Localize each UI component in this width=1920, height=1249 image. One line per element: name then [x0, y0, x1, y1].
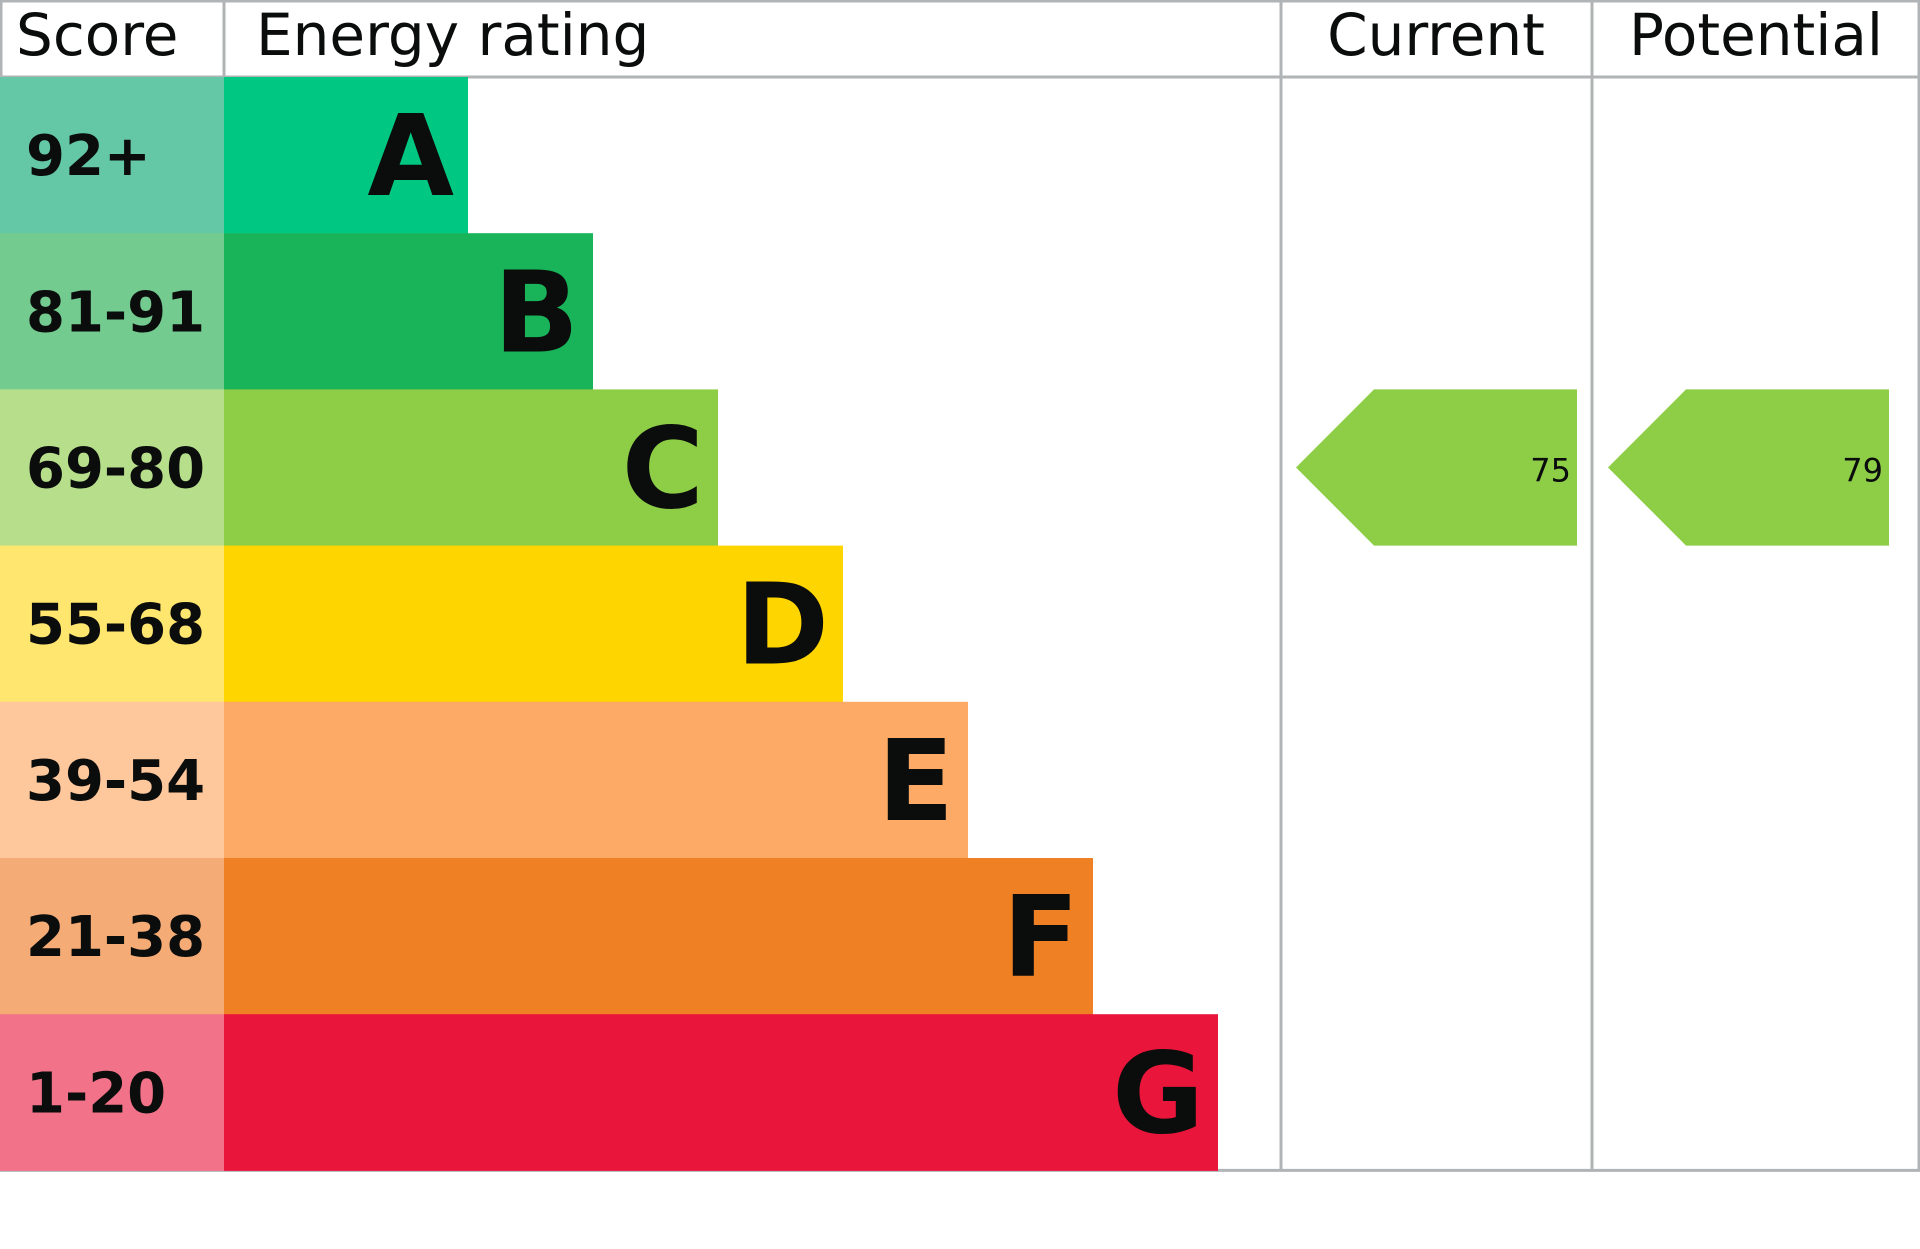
band-letter-e: E	[877, 717, 954, 847]
band-letter-f: F	[1002, 873, 1079, 1003]
band-bar-f	[224, 858, 1093, 1015]
band-bar-g	[224, 1014, 1218, 1171]
score-cell-c	[0, 389, 224, 547]
band-letter-a: A	[367, 92, 454, 222]
score-cell-g	[0, 1014, 224, 1171]
score-cell-a	[0, 77, 224, 234]
current-rating-value: 75	[1530, 452, 1571, 490]
header-energy-rating: Energy rating	[256, 1, 649, 69]
rating-arrows: 75 79	[1296, 389, 1889, 546]
header-current: Current	[1327, 1, 1545, 69]
score-range-f: 21-38	[26, 905, 205, 970]
header-potential: Potential	[1629, 1, 1883, 69]
band-bar-c	[224, 389, 718, 547]
score-range-e: 39-54	[26, 749, 205, 814]
header-score: Score	[16, 1, 178, 69]
band-bar-a	[224, 77, 468, 234]
band-letter-g: G	[1112, 1029, 1204, 1159]
score-range-c: 69-80	[26, 437, 205, 502]
band-bar-b	[224, 233, 593, 390]
score-cell-b	[0, 233, 224, 390]
band-bar-e	[224, 701, 968, 859]
score-cell-d	[0, 545, 224, 703]
band-bar-d	[224, 545, 843, 703]
band-letter-b: B	[494, 248, 579, 378]
band-letter-d: D	[736, 561, 829, 691]
score-range-a: 92+	[26, 124, 151, 189]
score-range-b: 81-91	[26, 280, 205, 345]
rating-bands: 92+ A 81-91 B 69-80 C 55-68 D 39-54 E 21-38 F 1-20 G	[0, 77, 1218, 1171]
current-rating-arrow	[1296, 389, 1577, 546]
potential-rating-value: 79	[1842, 452, 1883, 490]
potential-rating-arrow	[1608, 389, 1889, 546]
score-range-g: 1-20	[26, 1061, 166, 1126]
score-range-d: 55-68	[26, 593, 205, 658]
score-cell-f	[0, 858, 224, 1015]
band-letter-c: C	[622, 405, 704, 535]
score-cell-e	[0, 701, 224, 859]
